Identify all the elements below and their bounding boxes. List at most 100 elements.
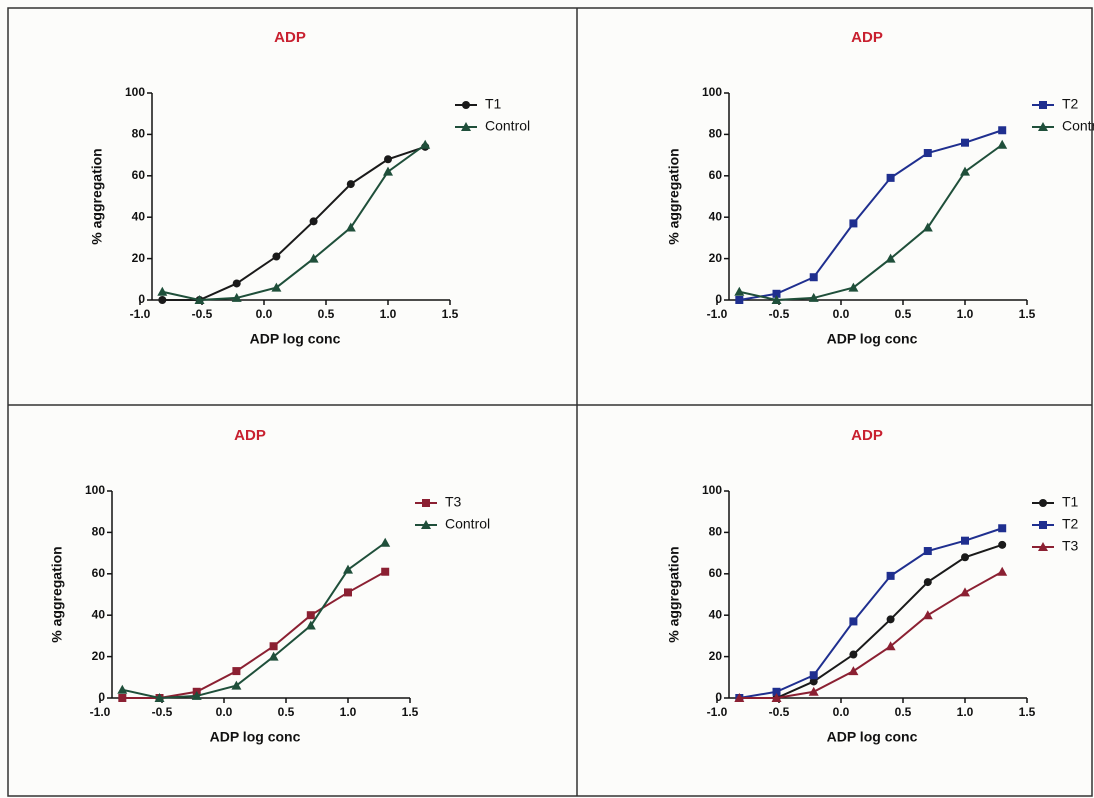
marker xyxy=(118,694,127,702)
x-tick-label: 0.0 xyxy=(833,705,850,719)
marker xyxy=(772,687,781,696)
marker xyxy=(885,253,896,263)
y-axis-label: % aggregation xyxy=(666,546,682,642)
x-tick-label: 0.0 xyxy=(216,705,233,719)
marker xyxy=(923,578,932,587)
marker xyxy=(922,222,933,232)
x-tick-label: -0.5 xyxy=(152,705,173,719)
marker xyxy=(960,587,970,597)
y-axis-label: % aggregation xyxy=(89,148,105,244)
x-tick-label: 1.5 xyxy=(442,307,459,321)
series-line xyxy=(162,145,426,301)
marker xyxy=(734,286,745,296)
y-tick-label: 0 xyxy=(98,690,105,704)
marker xyxy=(154,693,165,702)
legend-label: T3 xyxy=(1062,538,1079,554)
marker xyxy=(117,684,128,694)
x-axis-label: ADP log conc xyxy=(250,331,341,347)
marker xyxy=(269,642,278,651)
legend-label: T1 xyxy=(485,96,502,112)
marker xyxy=(420,139,431,149)
marker xyxy=(344,588,352,597)
x-tick-label: -0.5 xyxy=(769,705,790,719)
y-tick-label: 80 xyxy=(92,525,106,539)
chart-panel: ADP ADP log conc % aggregation 0 20 40 60 80 100… xyxy=(666,29,1094,347)
y-tick-label: 80 xyxy=(709,525,723,539)
legend-label: T2 xyxy=(1062,516,1079,532)
marker xyxy=(961,536,969,545)
marker xyxy=(809,677,818,686)
chart-panel: ADP ADP log conc % aggregation 0 20 40 60 80 100… xyxy=(89,29,530,347)
marker xyxy=(380,537,391,547)
series-line xyxy=(739,570,1003,699)
marker xyxy=(809,273,818,282)
marker xyxy=(158,296,167,304)
x-tick-label: -1.0 xyxy=(707,705,728,719)
marker xyxy=(998,126,1007,135)
chart-panel: ADP ADP log conc % aggregation 0 20 40 60 80 100… xyxy=(666,427,1079,745)
x-tick-label: -0.5 xyxy=(192,307,213,321)
marker xyxy=(848,666,859,676)
marker xyxy=(923,149,932,158)
chart-title: ADP xyxy=(851,29,883,46)
y-axis-label: % aggregation xyxy=(49,546,65,642)
marker xyxy=(849,650,858,659)
x-tick-label: 1.5 xyxy=(402,705,419,719)
y-tick-label: 0 xyxy=(138,292,145,306)
marker xyxy=(384,155,392,164)
marker xyxy=(421,520,431,529)
x-tick-label: 0.5 xyxy=(895,307,912,321)
marker xyxy=(157,286,168,296)
marker xyxy=(809,671,818,680)
legend-label: T1 xyxy=(1062,494,1079,510)
marker xyxy=(381,567,390,576)
marker xyxy=(232,667,241,676)
x-axis-label: ADP log conc xyxy=(827,729,918,745)
y-tick-label: 80 xyxy=(132,127,146,141)
x-tick-label: 1.0 xyxy=(380,307,397,321)
y-tick-label: 100 xyxy=(702,85,722,99)
marker xyxy=(1039,499,1047,507)
legend-label: T2 xyxy=(1062,96,1079,112)
y-tick-label: 100 xyxy=(702,483,722,497)
y-tick-label: 60 xyxy=(709,168,723,182)
series-line xyxy=(162,143,426,302)
marker xyxy=(191,690,202,700)
marker xyxy=(1039,521,1047,529)
x-tick-label: -1.0 xyxy=(90,705,111,719)
marker xyxy=(998,524,1007,533)
marker xyxy=(232,279,241,288)
x-tick-label: 1.5 xyxy=(1019,705,1036,719)
marker xyxy=(383,166,393,176)
marker xyxy=(886,571,895,580)
y-tick-label: 20 xyxy=(132,251,146,265)
marker xyxy=(308,253,319,263)
x-axis-label: ADP log conc xyxy=(210,729,301,745)
y-tick-label: 40 xyxy=(709,209,723,223)
legend-label: Control xyxy=(1062,118,1094,134)
marker xyxy=(808,686,819,696)
marker xyxy=(461,122,471,131)
y-tick-label: 100 xyxy=(125,85,145,99)
marker xyxy=(997,139,1008,149)
marker xyxy=(272,252,281,261)
y-tick-label: 0 xyxy=(715,292,722,306)
chart-panel: ADP ADP log conc % aggregation 0 20 40 60 80 100… xyxy=(49,427,490,745)
y-tick-label: 20 xyxy=(709,649,723,663)
series-line xyxy=(739,129,1003,301)
marker xyxy=(462,101,470,109)
marker xyxy=(923,547,932,556)
y-tick-label: 40 xyxy=(132,209,146,223)
marker xyxy=(1039,101,1047,109)
y-tick-label: 20 xyxy=(92,649,106,663)
marker xyxy=(309,217,318,226)
marker xyxy=(735,296,744,304)
marker xyxy=(1038,122,1048,131)
marker xyxy=(808,292,819,302)
x-tick-label: -1.0 xyxy=(130,307,151,321)
y-tick-label: 20 xyxy=(709,251,723,265)
series-line xyxy=(739,143,1003,302)
marker xyxy=(306,611,315,620)
